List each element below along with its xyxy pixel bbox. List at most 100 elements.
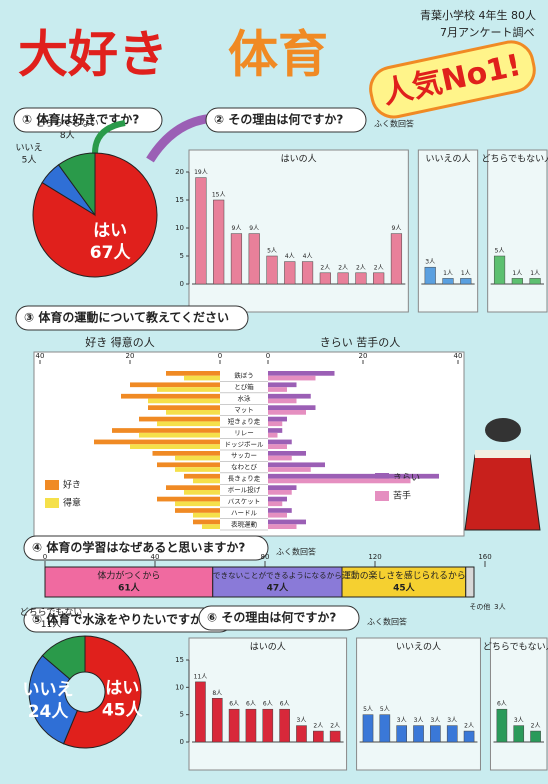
y-tick-label: 0: [180, 280, 184, 288]
title-bubble: [23, 535, 269, 561]
category: 表現運動: [231, 519, 258, 528]
bar: [268, 501, 283, 507]
bar: [230, 233, 243, 285]
bar: [390, 233, 403, 285]
bar-value: 6人: [229, 701, 239, 708]
stem: [92, 120, 126, 154]
bar: [268, 371, 335, 376]
bar-value: 2人: [338, 264, 348, 271]
x-tick-label: 20: [359, 352, 368, 360]
bar: [268, 439, 292, 445]
category: リレー: [234, 429, 254, 437]
bar: [446, 725, 458, 743]
bar-value: 2人: [313, 723, 323, 730]
slice-label: いいえ: [15, 142, 42, 153]
bar: [139, 416, 220, 422]
vault-box: [464, 418, 541, 531]
bar: [213, 199, 225, 285]
slice-value: 5人: [22, 154, 37, 165]
bar: [268, 478, 411, 484]
bar-value: 2人: [320, 264, 330, 271]
category: とび箱: [234, 382, 254, 391]
bar: [496, 708, 508, 743]
bar: [130, 444, 220, 449]
x-tick-label: 80: [261, 553, 270, 561]
bar-value: 1人: [443, 270, 453, 277]
category: 長きょり走: [228, 475, 261, 483]
bar: [268, 387, 287, 392]
bar: [202, 524, 220, 529]
bar: [262, 708, 274, 743]
bar: [442, 278, 454, 285]
title-bubble: [205, 107, 367, 133]
bar: [319, 272, 331, 285]
category: ハードル: [231, 509, 258, 517]
slice: [62, 635, 142, 749]
bar: [530, 730, 541, 743]
category: マット: [234, 406, 254, 414]
bar-value: 6人: [246, 701, 256, 708]
segment-label: 体力がつくから: [97, 570, 160, 582]
chart-subtitle: ふく数回答: [374, 119, 414, 129]
bar: [175, 455, 220, 461]
bar: [130, 382, 220, 388]
bar: [460, 278, 472, 285]
x-tick-label: 120: [368, 553, 381, 561]
x-tick-label: 0: [266, 352, 270, 360]
bar: [268, 524, 297, 529]
title-main: 大好き: [18, 26, 168, 84]
bar-value: 2人: [356, 264, 366, 271]
bar: [373, 272, 385, 285]
slice: [28, 654, 78, 745]
bar: [139, 432, 220, 438]
segment-value: 61人: [118, 582, 141, 594]
bar: [463, 730, 475, 743]
chart-title: ⑤ 体育で水泳をやりたいですか?: [32, 612, 209, 627]
bar: [268, 432, 278, 438]
category: 短きょり走: [228, 416, 261, 425]
bar: [175, 508, 220, 513]
bar-value: 3人: [297, 717, 307, 724]
bar: [195, 681, 206, 743]
bar-value: 8人: [212, 690, 222, 697]
bar-value: 3人: [425, 259, 435, 266]
bar-value: 2人: [531, 723, 541, 730]
bar: [266, 255, 278, 285]
bar: [195, 177, 207, 285]
panel-name: いいえの人: [425, 154, 470, 165]
panel-name: いいえの人: [396, 642, 441, 653]
bar: [268, 496, 287, 502]
school: 青葉小学校 4年生 80人: [420, 8, 536, 22]
segment: [465, 566, 475, 598]
bar: [268, 467, 311, 472]
bar: [268, 451, 306, 456]
bar-value: 5人: [495, 248, 505, 255]
x-tick-label: 160: [478, 553, 491, 561]
bar: [268, 462, 325, 468]
bar: [413, 725, 424, 743]
slice-value: 24人: [28, 702, 70, 722]
y-tick-label: 10: [175, 224, 184, 232]
bar: [296, 725, 307, 743]
bar: [511, 278, 523, 285]
slice-label: いいえ: [23, 680, 74, 700]
bar-value: 1人: [461, 270, 471, 277]
bar: [193, 519, 220, 525]
bar-value: 9人: [232, 225, 242, 232]
kid-figure: [485, 418, 521, 442]
slice: [41, 635, 86, 680]
legend-label: きらい: [393, 473, 420, 484]
bar: [268, 508, 292, 513]
bar: [362, 714, 374, 743]
y-tick-label: 5: [180, 252, 184, 260]
bar: [493, 255, 506, 285]
bar: [268, 382, 297, 388]
panel: [188, 149, 409, 313]
panel-name: はいの人: [281, 154, 317, 165]
legend-label: 得意: [63, 497, 81, 509]
vault: [464, 454, 541, 531]
category: サッカー: [231, 452, 257, 460]
bar-value: 1人: [530, 270, 540, 277]
bar: [268, 473, 439, 479]
bar: [329, 730, 341, 743]
